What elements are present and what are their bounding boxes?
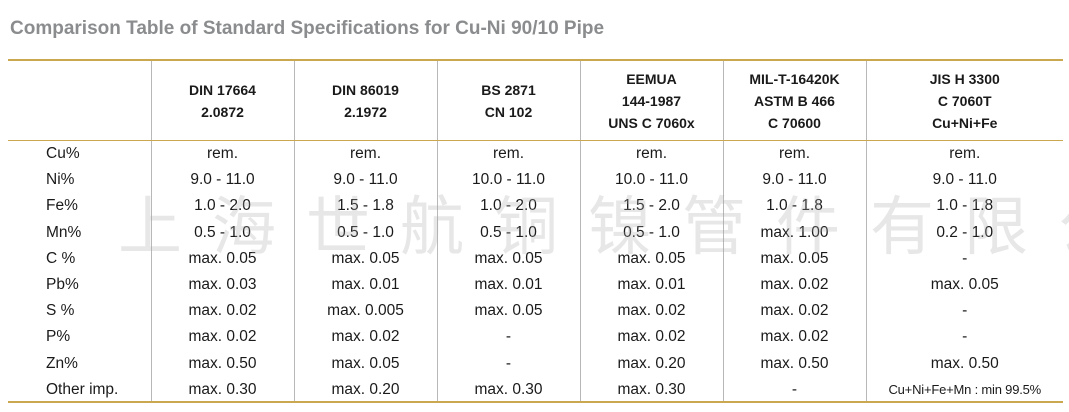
table-cell: max. 0.01 [293,271,437,299]
table-row: Cu% rem. rem. rem. rem. rem. rem. [8,140,1063,168]
table-row: Mn% 0.5 - 1.0 0.5 - 1.0 0.5 - 1.0 0.5 - 1.0 m… [8,219,1063,246]
table-cell: max. 1.00 [722,219,866,246]
table-cell: max. 0.02 [722,324,866,351]
table-cell: Cu+Ni+Fe+Mn : min 99.5% [865,376,1063,403]
table-cell: 9.0 - 11.0 [722,167,866,194]
column-header-jis-h-3300: JIS H 3300 C 7060T Cu+Ni+Fe [865,61,1063,141]
table-cell: max. 0.02 [150,324,294,351]
table-cell: 1.0 - 1.8 [865,193,1063,220]
header-row: DIN 17664 2.0872 DIN 86019 2.1972 BS 287… [8,61,1063,141]
table-cell: - [865,245,1063,272]
table-cell: 1.0 - 2.0 [436,193,580,220]
table-cell: max. 0.01 [436,271,580,299]
table-body: Cu% rem. rem. rem. rem. rem. rem. Ni% 9.0 - 11.0… [8,140,1063,403]
table-cell: max. 0.02 [722,298,866,325]
table-cell: max. 0.05 [579,245,723,272]
table-row: Pb% max. 0.03 max. 0.01 max. 0.01 max. 0.01 m… [8,271,1063,299]
table-cell: 0.5 - 1.0 [150,219,294,246]
table-cell: max. 0.05 [293,245,437,272]
row-label: Zn% [46,354,78,372]
table-cell: max. 0.30 [150,376,294,403]
table-cell: max. 0.50 [150,350,294,377]
table-cell: max. 0.05 [293,350,437,377]
table-cell: max. 0.05 [150,245,294,272]
column-header-din-86019: DIN 86019 2.1972 [293,61,437,141]
table-cell: - [865,324,1063,351]
table-cell: max. 0.02 [722,271,866,299]
table-cell: 0.5 - 1.0 [293,219,437,246]
table-cell: 1.5 - 2.0 [579,193,723,220]
table-cell: rem. [579,140,723,168]
row-label: Fe% [46,197,78,215]
column-header-bs-2871: BS 2871 CN 102 [436,61,580,141]
row-label: P% [46,328,71,346]
table-cell: max. 0.30 [579,376,723,403]
table-row: P% max. 0.02 max. 0.02- max. 0.02 max. 0.02- [8,324,1063,351]
table-cell: max. 0.50 [865,350,1063,377]
table-cell: 0.5 - 1.0 [579,219,723,246]
table-cell: 0.5 - 1.0 [436,219,580,246]
row-label: Other imp. [46,380,119,398]
table-cell: max. 0.02 [150,298,294,325]
table-row: C % max. 0.05 max. 0.05 max. 0.05 max. 0.05 m… [8,245,1063,272]
table-cell: max. 0.05 [436,245,580,272]
table-cell: max. 0.02 [579,298,723,325]
column-header-mil-t-16420k: MIL-T-16420K ASTM B 466 C 70600 [722,61,866,141]
table-cell: - [436,324,580,351]
row-label: Ni% [46,171,75,189]
table-row: Fe% 1.0 - 2.0 1.5 - 1.8 1.0 - 2.0 1.5 - 2.0 1… [8,193,1063,220]
column-header-din-17664: DIN 17664 2.0872 [150,61,294,141]
table-row: S % max. 0.02 max. 0.005 max. 0.05 max. 0.02… [8,298,1063,325]
table-cell: - [722,376,866,403]
table-bottom-rule [8,401,1063,403]
row-label-header [8,61,151,141]
row-label: S % [46,302,75,320]
table-cell: 10.0 - 11.0 [579,167,723,194]
row-label: Cu% [46,145,80,163]
table-cell: 1.5 - 1.8 [293,193,437,220]
table-cell: max. 0.02 [579,324,723,351]
table-cell: - [865,298,1063,325]
row-label: C % [46,249,76,267]
table-cell: rem. [436,140,580,168]
page-title: Comparison Table of Standard Specificati… [10,18,605,39]
table-cell: max. 0.30 [436,376,580,403]
table-cell: max. 0.05 [865,271,1063,299]
table-cell: 9.0 - 11.0 [293,167,437,194]
table-cell: max. 0.03 [150,271,294,299]
specification-table: DIN 17664 2.0872 DIN 86019 2.1972 BS 287… [8,61,1063,403]
table-top-rule [8,59,1063,61]
table-cell: 9.0 - 11.0 [150,167,294,194]
table-cell: max. 0.50 [722,350,866,377]
table-cell: max. 0.005 [293,298,437,325]
table-cell: rem. [150,140,294,168]
table-cell: rem. [293,140,437,168]
table-cell: 1.0 - 2.0 [150,193,294,220]
table-cell: 0.2 - 1.0 [865,219,1063,246]
table-row: Other imp. max. 0.30 max. 0.20 max. 0.30 max… [8,376,1063,403]
table-cell: max. 0.02 [293,324,437,351]
column-header-eemua: EEMUA 144-1987 UNS C 7060x [579,61,723,141]
table-cell: 1.0 - 1.8 [722,193,866,220]
table-cell: 9.0 - 11.0 [865,167,1063,194]
table-cell: 10.0 - 11.0 [436,167,580,194]
table-cell: max. 0.05 [722,245,866,272]
table-row: Zn% max. 0.50 max. 0.05- max. 0.20 max. 0.50… [8,350,1063,377]
table-cell: max. 0.20 [579,350,723,377]
table-cell: rem. [722,140,866,168]
table-cell: max. 0.05 [436,298,580,325]
table-row: Ni% 9.0 - 11.0 9.0 - 11.0 10.0 - 11.0 10.0 -… [8,167,1063,194]
table-cell: rem. [865,140,1063,168]
table-cell: max. 0.01 [579,271,723,299]
table-cell: - [436,350,580,377]
table-cell: max. 0.20 [293,376,437,403]
row-label: Pb% [46,276,79,294]
row-label: Mn% [46,223,82,241]
